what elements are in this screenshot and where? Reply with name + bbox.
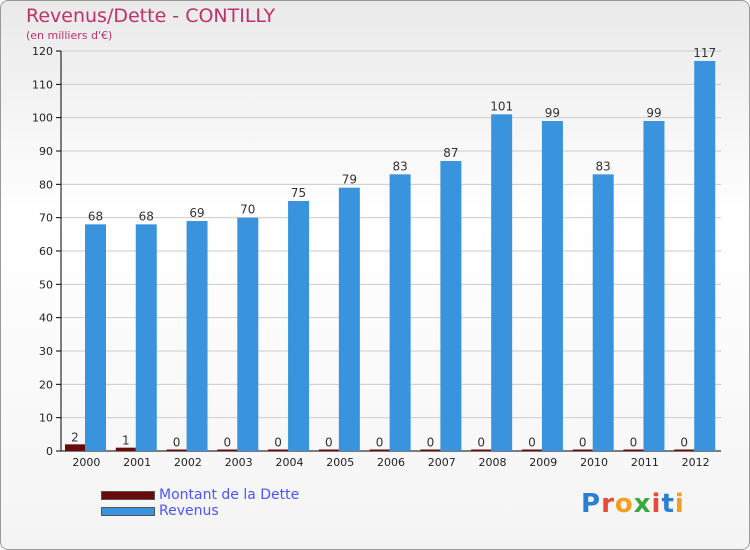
data-label-dette: 0: [376, 436, 384, 450]
x-tick-label: 2003: [225, 456, 253, 469]
legend-item-dette: Montant de la Dette: [101, 487, 299, 503]
y-tick-label: 120: [32, 45, 53, 58]
bar-dette: [623, 449, 644, 451]
bar-revenus: [338, 187, 360, 451]
bar-revenus: [288, 201, 310, 451]
y-tick-label: 20: [39, 378, 53, 391]
data-label-revenus: 99: [545, 106, 560, 120]
data-label-revenus: 99: [646, 106, 661, 120]
proxiti-logo: Proxiti: [581, 489, 685, 519]
bar-dette: [420, 449, 441, 451]
logo-letter: P: [581, 489, 602, 519]
data-label-dette: 0: [325, 436, 333, 450]
bar-chart: 0102030405060708090100110120200026820011…: [32, 45, 721, 469]
x-tick-label: 2004: [275, 456, 303, 469]
data-label-dette: 0: [680, 436, 688, 450]
bar-dette: [521, 449, 542, 451]
x-tick-label: 2011: [631, 456, 659, 469]
bar-revenus: [186, 221, 208, 451]
y-tick-label: 60: [39, 245, 53, 258]
bar-dette: [115, 447, 136, 451]
x-tick-label: 2008: [479, 456, 507, 469]
x-tick-label: 2002: [174, 456, 202, 469]
data-label-revenus: 70: [240, 203, 255, 217]
legend-label-revenus: Revenus: [159, 503, 219, 519]
bar-dette: [217, 449, 238, 451]
bar-dette: [572, 449, 593, 451]
logo-letter: i: [674, 489, 685, 519]
y-tick-label: 10: [39, 412, 53, 425]
bar-revenus: [135, 224, 157, 451]
bar-revenus: [85, 224, 106, 451]
y-tick-label: 100: [32, 112, 53, 125]
data-label-revenus: 83: [392, 159, 407, 173]
data-label-dette: 0: [579, 436, 587, 450]
chart-subtitle: (en milliers d'€): [26, 29, 113, 42]
logo-letter: x: [633, 489, 652, 519]
bar-dette: [65, 444, 85, 451]
bar-dette: [318, 449, 339, 451]
data-label-revenus: 68: [139, 209, 154, 223]
logo-letter: t: [661, 489, 675, 519]
x-tick-label: 2010: [580, 456, 608, 469]
y-tick-label: 50: [39, 278, 53, 291]
data-label-dette: 0: [630, 436, 638, 450]
logo-letter: r: [601, 489, 615, 519]
logo-letter: o: [614, 489, 634, 519]
data-label-dette: 0: [274, 436, 282, 450]
data-label-dette: 0: [427, 436, 435, 450]
data-label-dette: 2: [71, 430, 79, 444]
bar-revenus: [694, 61, 716, 451]
data-label-revenus: 87: [443, 146, 458, 160]
bar-revenus: [541, 121, 563, 451]
legend-swatch-revenus: [101, 506, 155, 516]
bar-dette: [471, 449, 492, 451]
y-tick-label: 30: [39, 345, 53, 358]
legend-swatch-dette: [101, 490, 155, 500]
y-tick-label: 0: [46, 445, 53, 458]
bar-revenus: [440, 161, 462, 451]
x-tick-label: 2006: [377, 456, 405, 469]
logo-letter: i: [651, 489, 662, 519]
data-label-revenus: 75: [291, 186, 306, 200]
legend-label-dette: Montant de la Dette: [159, 487, 300, 503]
data-label-dette: 1: [122, 434, 130, 448]
data-label-dette: 0: [223, 436, 231, 450]
bar-revenus: [491, 114, 513, 451]
y-tick-label: 110: [32, 78, 53, 91]
data-label-dette: 0: [477, 436, 485, 450]
x-tick-label: 2007: [428, 456, 456, 469]
chart-title: Revenus/Dette - CONTILLY: [26, 5, 276, 27]
bar-revenus: [643, 121, 665, 451]
bar-dette: [369, 449, 390, 451]
bar-revenus: [592, 174, 614, 452]
bar-revenus: [237, 217, 259, 451]
y-tick-label: 90: [39, 145, 53, 158]
data-label-dette: 0: [528, 436, 536, 450]
data-label-revenus: 68: [88, 209, 103, 223]
x-tick-label: 2009: [529, 456, 557, 469]
bar-revenus: [389, 174, 411, 452]
y-tick-label: 40: [39, 312, 53, 325]
data-label-revenus: 117: [693, 46, 716, 60]
legend-item-revenus: Revenus: [101, 503, 299, 519]
data-label-revenus: 101: [490, 99, 513, 113]
bar-dette: [268, 449, 289, 451]
data-label-revenus: 83: [596, 159, 611, 173]
x-tick-label: 2012: [682, 456, 710, 469]
data-label-revenus: 69: [189, 206, 204, 220]
bar-dette: [166, 449, 187, 451]
x-tick-label: 2001: [123, 456, 151, 469]
data-label-revenus: 79: [342, 173, 357, 187]
data-label-dette: 0: [173, 436, 181, 450]
bar-dette: [674, 449, 695, 451]
y-tick-label: 70: [39, 212, 53, 225]
y-tick-label: 80: [39, 178, 53, 191]
x-tick-label: 2000: [72, 456, 100, 469]
legend: Montant de la Dette Revenus: [101, 487, 299, 519]
x-tick-label: 2005: [326, 456, 354, 469]
